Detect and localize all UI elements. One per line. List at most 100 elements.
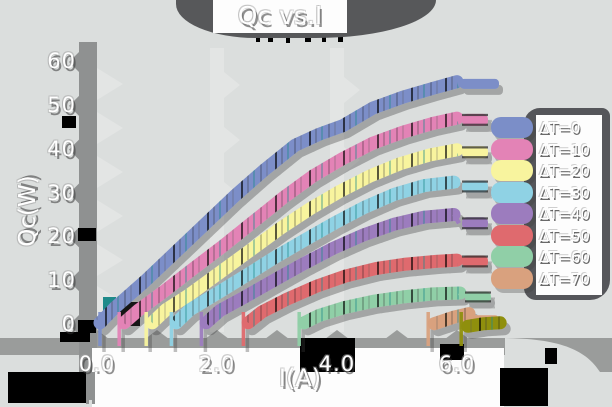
legend-swatch-ΔT=20 (491, 160, 533, 181)
series-taper (455, 116, 461, 122)
legend-label: ΔT=70 (539, 269, 591, 288)
chevron-decoration (213, 118, 240, 162)
end-marker-edge (462, 217, 488, 220)
series-end-marker (462, 217, 488, 230)
series-ΔT=60 (297, 286, 491, 346)
x-tick-bump (445, 330, 469, 339)
series-ΔT=40 (199, 208, 488, 346)
series-taper (452, 180, 461, 189)
shadow-chunk (440, 344, 464, 360)
legend-swatch-ΔT=60 (491, 246, 533, 267)
chevron-decoration (97, 200, 123, 232)
x-axis-label: I(A) (278, 364, 322, 392)
y-tick-label: 30 (47, 180, 76, 205)
end-marker-edge (462, 227, 488, 230)
y-tick-bump (69, 183, 79, 204)
series-unlabeled (459, 312, 507, 346)
series-hatch (432, 307, 471, 330)
y-tick-bump (69, 139, 79, 160)
shadow-bar (92, 372, 95, 404)
legend-label: ΔT=40 (539, 205, 591, 223)
legend-background-box (536, 115, 602, 295)
shadow-bar (86, 372, 89, 404)
x-tick-bump (385, 330, 409, 339)
chevron-decoration (97, 156, 123, 188)
series-hatch (119, 111, 459, 328)
shadow-chunk (500, 368, 548, 406)
end-marker-edge (462, 146, 488, 149)
legend-swatch-ΔT=70 (491, 267, 533, 289)
shadow-chunk (60, 332, 90, 342)
series-end-marker (465, 291, 491, 303)
series-ΔT=10 (117, 111, 488, 346)
chevron-decoration (333, 68, 360, 112)
legend-swatch-ΔT=40 (491, 203, 533, 224)
legend-label: ΔT=60 (539, 248, 591, 266)
series-hatch (147, 143, 459, 328)
series-taper (457, 291, 465, 298)
legend-label: ΔT=10 (539, 140, 591, 159)
legend-label: ΔT=30 (539, 183, 591, 202)
legend-swatch-ΔT=10 (491, 138, 533, 160)
series-hatch (171, 175, 455, 328)
x-label-background (92, 348, 504, 407)
y-tick-label: 10 (47, 268, 76, 293)
chevron-decoration (97, 244, 123, 276)
title-background-box (213, 0, 347, 33)
series-hatch (244, 253, 458, 328)
shadow-chunk (8, 372, 86, 403)
shadow-chunk (62, 116, 76, 128)
y-axis-label: Qc(W) (15, 175, 41, 247)
shadow-chunk (305, 34, 311, 42)
end-marker-edge (462, 156, 488, 159)
series-end-marker (462, 113, 488, 126)
y-tick-label: 40 (47, 136, 76, 161)
series-hatch (201, 208, 455, 328)
x-tick-label: 4.0 (318, 352, 356, 376)
y-tick-label: 20 (47, 224, 76, 249)
shadow-chunk (545, 348, 557, 364)
x-tick-bump (205, 330, 229, 339)
end-marker-edge (462, 180, 488, 183)
end-marker-edge (462, 123, 488, 126)
x-tick-label: 6.0 (438, 352, 476, 376)
legend-swatch-ΔT=0 (491, 117, 533, 138)
legend-swatch-ΔT=50 (491, 224, 533, 246)
shadow-chunk (286, 33, 290, 43)
end-marker-edge (462, 265, 488, 268)
series-ΔT=0 (93, 75, 499, 346)
end-marker-edge (462, 190, 488, 193)
y-tick-label: 50 (47, 92, 76, 117)
series-taper (452, 213, 461, 225)
series-end-bar (460, 78, 499, 89)
legend-label: ΔT=0 (539, 119, 581, 137)
y-tick-bump (69, 315, 79, 335)
shadow-chunk (78, 228, 96, 241)
shadow-chunk (78, 320, 96, 333)
y-tick-label: 60 (47, 49, 76, 73)
series-hatch (301, 286, 461, 329)
end-marker-edge (462, 255, 488, 258)
y-tick-bump (69, 271, 79, 292)
series-ΔT=20 (144, 143, 488, 346)
y-axis-band (79, 42, 97, 400)
shadow-chunk (300, 338, 355, 372)
legend-label: ΔT=20 (539, 162, 591, 180)
x-tick-bump (145, 330, 169, 339)
shadow-chunk (338, 34, 343, 42)
y-tick-label: 0 (61, 312, 76, 336)
chevron-decoration (97, 112, 123, 144)
end-marker-edge (465, 291, 491, 294)
chevron-decoration (97, 68, 123, 100)
series-hatch (466, 316, 501, 333)
y-tick-bump (69, 95, 79, 116)
series-end-marker (462, 146, 488, 159)
series-end-marker (462, 255, 488, 268)
y-tick-bump (69, 227, 79, 248)
x-tick-label: 0.0 (78, 352, 116, 376)
y-tick-bump (69, 52, 79, 73)
series-taper (455, 258, 461, 264)
legend-label: ΔT=50 (539, 226, 591, 245)
